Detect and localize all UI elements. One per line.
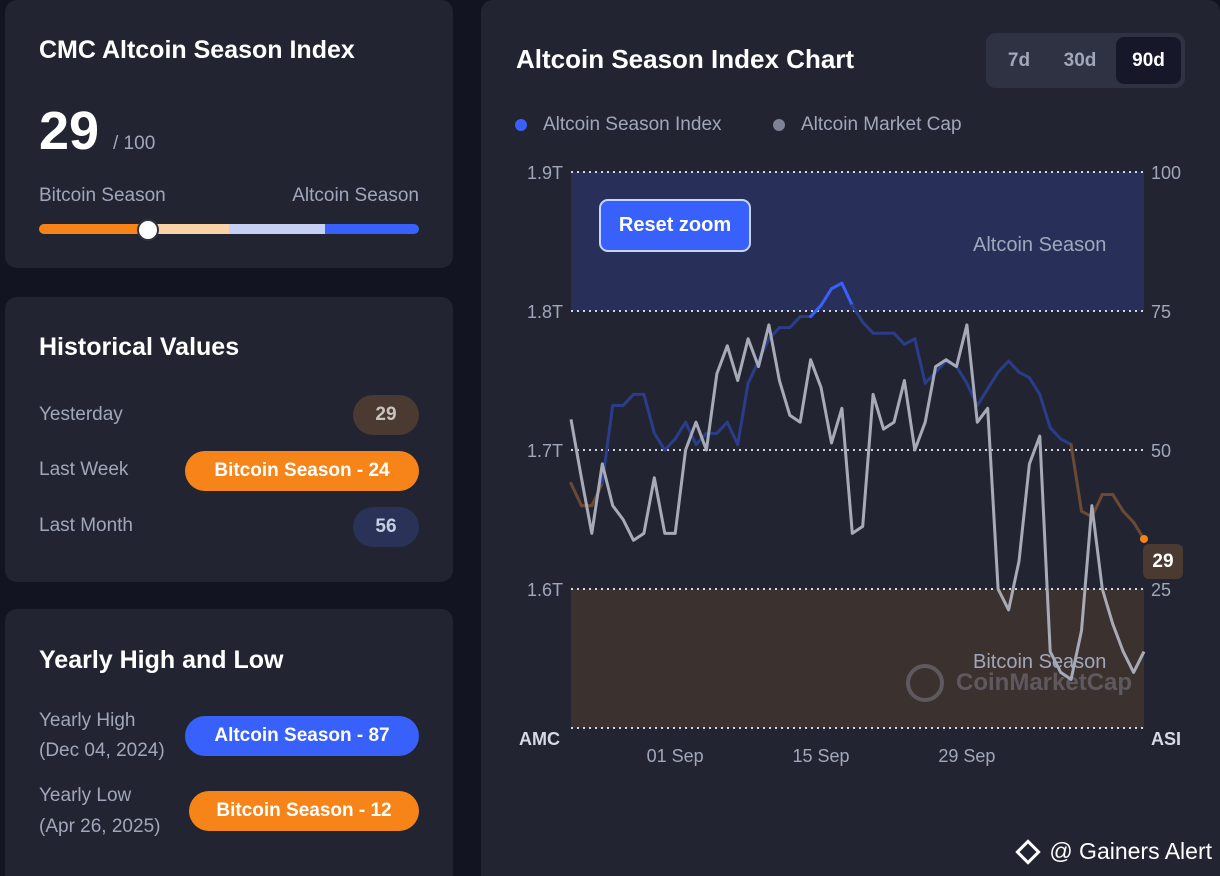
right-tick-label: 100 — [1151, 163, 1181, 183]
right-axis-label: ASI — [1151, 729, 1181, 749]
index-max: / 100 — [113, 133, 156, 154]
asi-segment — [1048, 426, 1063, 441]
diamond-logo-icon — [1015, 838, 1042, 865]
coinmarketcap-logo-icon — [906, 664, 944, 702]
yesterday-label: Yesterday — [39, 404, 123, 425]
x-tick-label: 29 Sep — [938, 746, 995, 766]
legend-label-amc: Altcoin Market Cap — [801, 114, 962, 135]
asi-segment — [1038, 392, 1052, 430]
legend-altcoin-market-cap[interactable]: Altcoin Market Cap — [773, 114, 962, 136]
asi-segment — [1069, 442, 1083, 513]
asi-segment — [840, 281, 854, 307]
asi-segment — [736, 381, 750, 446]
bar-segment-light-orange — [139, 224, 229, 234]
right-tick-label: 75 — [1151, 302, 1171, 322]
asi-segment — [1059, 437, 1073, 446]
asi-segment — [913, 337, 927, 385]
yearly-high-label: Yearly High — [39, 710, 136, 731]
asi-segment — [809, 303, 823, 319]
asi-segment — [715, 420, 729, 435]
asi-segment — [975, 387, 990, 408]
left-tick-label: 1.6T — [527, 580, 563, 600]
asi-segment — [934, 359, 948, 374]
x-tick-label: 15 Sep — [793, 746, 850, 766]
yearly-high-date: (Dec 04, 2024) — [39, 740, 165, 761]
bitcoin-season-label: Bitcoin Season — [39, 185, 166, 206]
asi-segment — [902, 337, 917, 346]
asi-segment — [788, 315, 802, 330]
bar-segment-light-blue — [229, 224, 325, 234]
watermark-text: CoinMarketCap — [956, 669, 1133, 696]
last-week-label: Last Week — [39, 459, 129, 480]
range-30d-button[interactable]: 30d — [1063, 49, 1097, 71]
yearly-low-label: Yearly Low — [39, 785, 132, 806]
asi-segment — [1111, 492, 1125, 513]
asi-segment — [1121, 509, 1136, 524]
asi-segment — [663, 437, 677, 452]
index-card-title: CMC Altcoin Season Index — [39, 36, 355, 64]
historical-title: Historical Values — [39, 333, 240, 361]
range-90d-button[interactable]: 90d — [1116, 37, 1181, 84]
legend-dot-grey — [773, 119, 785, 131]
legend-dot-blue — [515, 119, 527, 131]
bar-segment-bitcoin — [39, 224, 139, 234]
series-altcoin-market-cap — [569, 323, 1146, 681]
credit-watermark: @ Gainers Alert — [1015, 838, 1212, 865]
asi-segment — [986, 370, 1000, 391]
asi-segment — [725, 420, 740, 446]
yearly-high-low-card: Yearly High and Low Yearly High (Dec 04,… — [5, 609, 453, 876]
bar-segment-altcoin — [325, 224, 419, 234]
index-slider-knob — [137, 219, 159, 241]
asi-segment — [954, 365, 969, 385]
yesterday-value: 29 — [353, 395, 419, 435]
chart-card: Altcoin Season Index Chart 7d 30d 90d Al… — [481, 0, 1220, 876]
right-tick-label: 50 — [1151, 441, 1171, 461]
altcoin-season-zone-label: Altcoin Season — [973, 234, 1107, 256]
bitcoin-season-zone-label: Bitcoin Season — [973, 651, 1107, 673]
yearly-low-value: Bitcoin Season - 12 — [189, 791, 419, 831]
asi-segment — [1017, 370, 1031, 380]
asi-segment — [642, 392, 656, 435]
altcoin-season-label: Altcoin Season — [292, 185, 419, 206]
legend-altcoin-season-index[interactable]: Altcoin Season Index — [515, 114, 722, 136]
yearly-title: Yearly High and Low — [39, 646, 284, 674]
asi-segment — [673, 420, 688, 441]
legend-label-asi: Altcoin Season Index — [543, 114, 722, 135]
index-card: CMC Altcoin Season Index 29 / 100 Bitcoi… — [5, 0, 453, 268]
index-value: 29 — [39, 101, 100, 161]
current-value-badge: 29 — [1143, 544, 1183, 579]
chart-title: Altcoin Season Index Chart — [516, 44, 855, 74]
left-tick-label: 1.8T — [527, 302, 563, 322]
range-selector: 7d 30d 90d — [986, 33, 1185, 88]
left-tick-label: 1.7T — [527, 441, 563, 461]
range-7d-button[interactable]: 7d — [1007, 49, 1031, 71]
asi-segment — [850, 303, 865, 324]
historical-values-card: Historical Values Yesterday 29 Last Week… — [5, 297, 453, 582]
last-week-value: Bitcoin Season - 24 — [185, 451, 419, 491]
yearly-low-date: (Apr 26, 2025) — [39, 816, 161, 837]
asi-segment — [652, 431, 667, 452]
last-month-label: Last Month — [39, 515, 133, 536]
asi-segment — [621, 392, 636, 408]
credit-text: @ Gainers Alert — [1049, 838, 1212, 864]
chart-plot: 1.9T 1.8T 1.7T 1.6T 100 75 50 25 01 Sep 15 Sep 2… — [519, 163, 1181, 766]
asi-segment — [861, 320, 875, 335]
asi-segment — [569, 481, 583, 508]
asi-segment — [829, 281, 844, 291]
left-axis-label: AMC — [519, 729, 560, 749]
asi-segment — [892, 331, 906, 346]
last-month-value: 56 — [353, 507, 419, 547]
right-tick-label: 25 — [1151, 580, 1171, 600]
coinmarketcap-watermark: CoinMarketCap — [906, 664, 1132, 702]
reset-zoom-button[interactable]: Reset zoom — [599, 199, 751, 252]
left-tick-label: 1.9T — [527, 163, 563, 183]
x-tick-label: 01 Sep — [647, 746, 704, 766]
current-value-dot — [1140, 534, 1148, 543]
asi-segment — [819, 287, 833, 307]
yearly-high-value: Altcoin Season - 87 — [185, 716, 419, 756]
asi-segment — [1007, 359, 1021, 374]
asi-segment — [996, 359, 1011, 374]
asi-segment — [1027, 376, 1042, 396]
